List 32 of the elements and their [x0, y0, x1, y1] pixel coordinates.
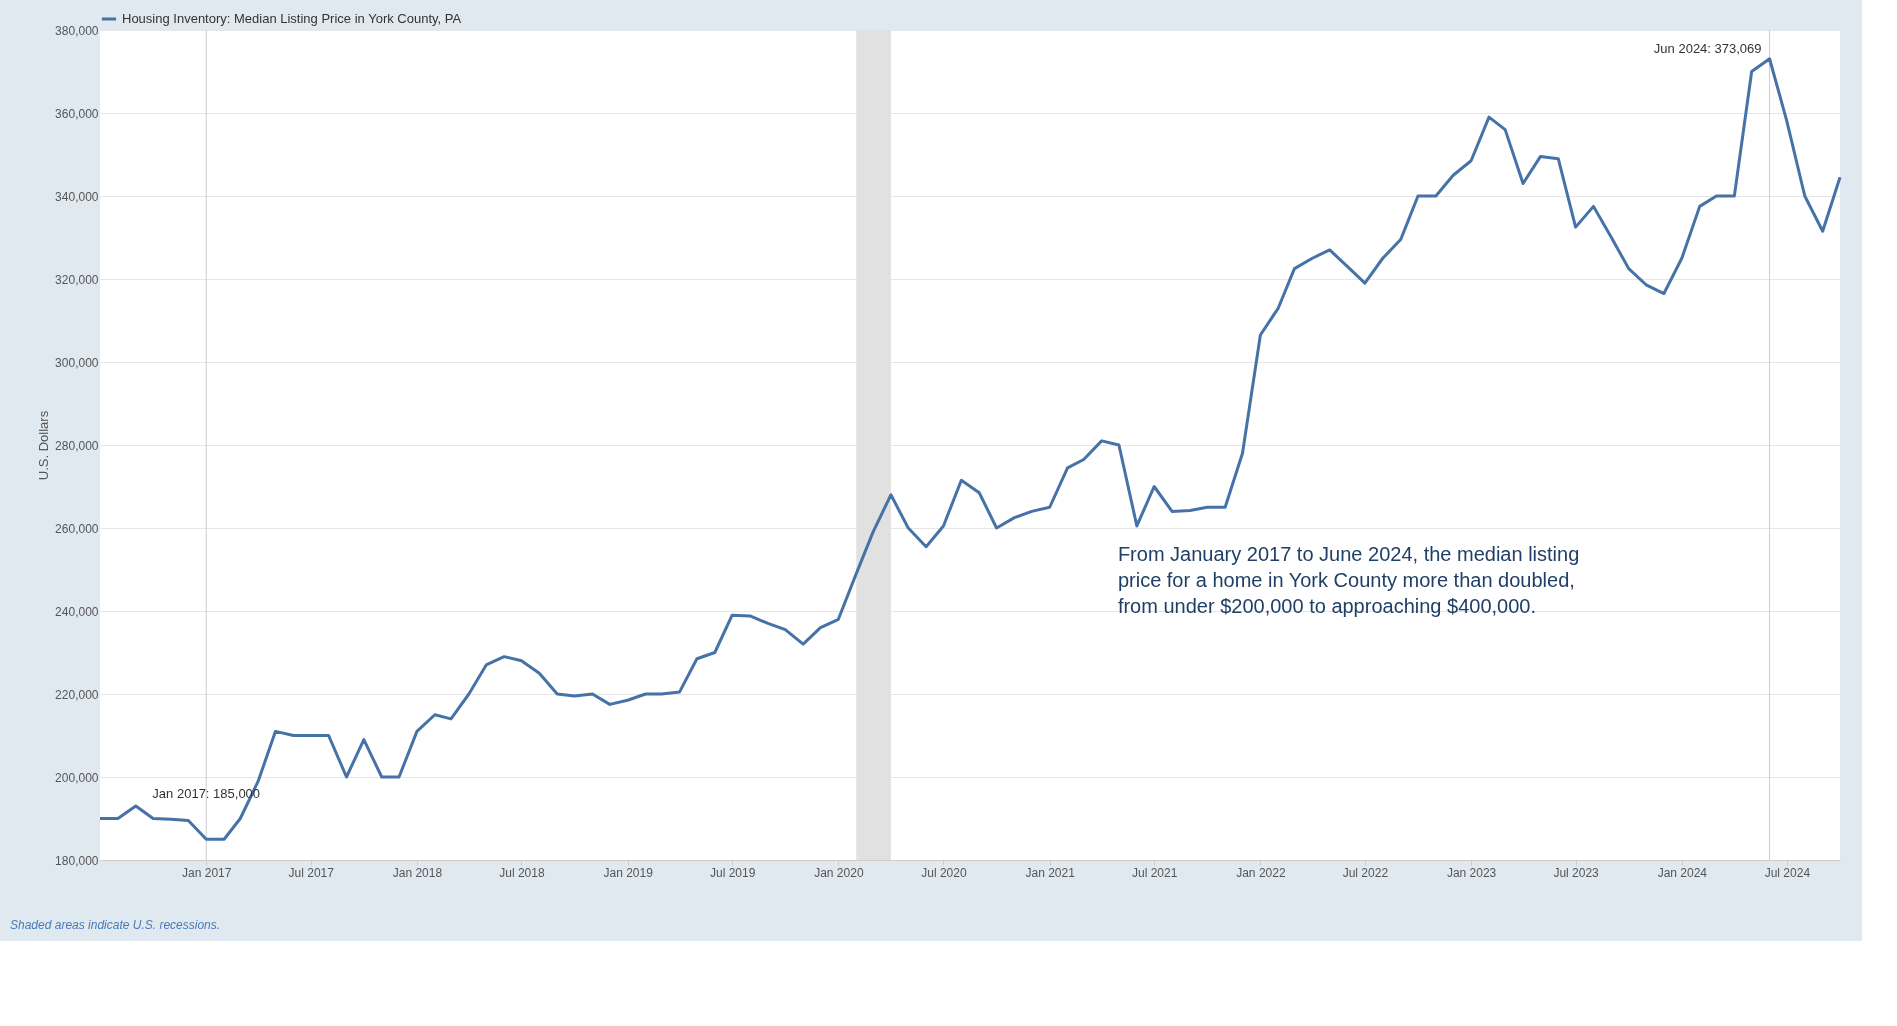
annotation: Jun 2024: 373,069	[1653, 40, 1762, 56]
x-tick-label: Jul 2023	[1553, 865, 1600, 880]
x-tick-label: Jul 2019	[709, 865, 756, 880]
x-tick-label: Jul 2021	[1131, 865, 1178, 880]
x-tick-label: Jan 2020	[814, 865, 864, 880]
text: Shaded areas indicate U.S. recessions.	[10, 918, 221, 932]
y-tick-label: 220,000	[55, 687, 99, 702]
y-tick-label: 240,000	[55, 604, 99, 619]
y-tick-label: 260,000	[55, 521, 99, 536]
x-tick-label: Jan 2024	[1657, 865, 1708, 880]
y-tick-label: 360,000	[55, 106, 99, 121]
x-tick-label: Jan 2022	[1236, 865, 1286, 880]
y-tick-label: 340,000	[55, 189, 99, 204]
y-tick-label: 280,000	[55, 438, 99, 453]
x-tick-label: Jan 2018	[392, 865, 443, 880]
y-tick-label: 380,000	[55, 23, 99, 38]
y-tick-label: 300,000	[55, 355, 99, 370]
x-tick-label: Jan 2019	[603, 865, 654, 880]
x-tick-label: Jul 2017	[288, 865, 335, 880]
x-tick-label: Jan 2023	[1446, 865, 1497, 880]
x-tick-label: Jan 2017	[182, 865, 232, 880]
y-tick-label: 320,000	[55, 272, 99, 287]
x-tick-label: Jul 2024	[1764, 865, 1811, 880]
x-tick-label: Jul 2018	[499, 865, 545, 880]
x-tick-label: Jul 2022	[1342, 865, 1389, 880]
annotation: From January 2017 to June 2024, the median listing price for a home in York County more than doubled, from under $200,000 to approaching $400,000.	[1117, 542, 1580, 617]
y-tick-label: 180,000	[55, 853, 99, 868]
x-tick-label: Jul 2020	[921, 865, 967, 880]
x-tick-label: Jan 2021	[1025, 865, 1076, 880]
y-axis-title: U.S. Dollars	[36, 410, 52, 481]
y-tick-label: 200,000	[55, 770, 99, 785]
legend-label: Housing Inventory: Median Listing Price in York County, PA	[122, 11, 462, 26]
